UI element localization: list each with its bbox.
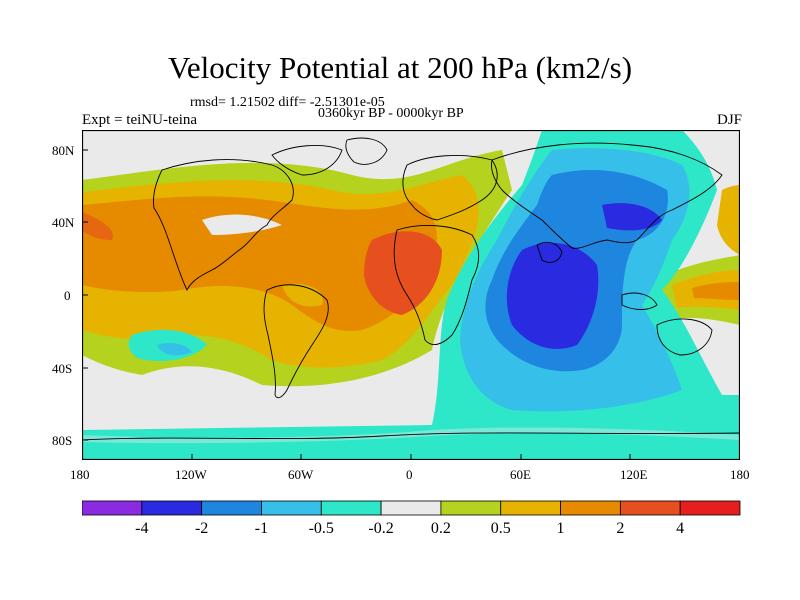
lon-label-60w: 60W xyxy=(288,467,314,482)
lon-label-60e: 60E xyxy=(510,467,531,482)
lat-label-40s: 40S xyxy=(52,361,73,376)
colorbar-swatch xyxy=(380,500,442,516)
colorbar-swatch xyxy=(679,500,741,516)
lon-label-180w: 180 xyxy=(70,467,90,482)
period-label: 0360kyr BP - 0000kyr BP xyxy=(318,106,464,121)
colorbar-tick-label: -0.2 xyxy=(368,520,394,537)
velocity-potential-map xyxy=(82,130,740,460)
contour-fill-layer xyxy=(82,130,740,460)
colorbar-tick-label: 1 xyxy=(556,520,565,537)
colorbar-tick-label: 4 xyxy=(676,520,685,537)
colorbar-swatch xyxy=(320,500,382,516)
colorbar-tick-label: -2 xyxy=(194,520,209,537)
chart-title: Velocity Potential at 200 hPa (km2/s) xyxy=(167,50,633,85)
lon-label-120w: 120W xyxy=(175,467,207,482)
colorbar-swatch xyxy=(560,500,621,516)
colorbar-tick-label: 0.2 xyxy=(430,520,451,537)
colorbar-tick-label: -0.5 xyxy=(308,520,334,537)
colorbar-swatch xyxy=(440,500,502,516)
coastlines xyxy=(82,137,740,441)
stats-line: rmsd= 1.21502 diff= -2.51301e-05 xyxy=(190,95,385,110)
colorbar-swatch xyxy=(500,500,561,516)
colorbar-swatch xyxy=(261,500,322,516)
lat-label-eq: 0 xyxy=(64,288,71,303)
colorbar xyxy=(82,500,741,516)
colorbar-swatch xyxy=(201,500,262,516)
lat-label-40n: 40N xyxy=(52,215,75,230)
colorbar-tick-label: -1 xyxy=(254,520,269,537)
lon-label-120e: 120E xyxy=(620,467,648,482)
lon-label-0: 0 xyxy=(406,467,413,482)
lat-label-80s: 80S xyxy=(52,433,73,448)
colorbar-tick-label: 2 xyxy=(616,520,625,537)
season-label: DJF xyxy=(716,112,742,128)
colorbar-tick-label: -4 xyxy=(135,520,149,537)
colorbar-swatch xyxy=(141,500,203,516)
experiment-label: Expt = teiNU-teina xyxy=(82,112,198,128)
colorbar-swatch xyxy=(619,500,681,516)
lon-label-180e: 180 xyxy=(730,467,750,482)
colorbar-swatch xyxy=(82,500,143,516)
colorbar-tick-label: 0.5 xyxy=(490,520,511,537)
axis-ticks xyxy=(82,149,631,460)
lat-label-80n: 80N xyxy=(52,143,75,158)
